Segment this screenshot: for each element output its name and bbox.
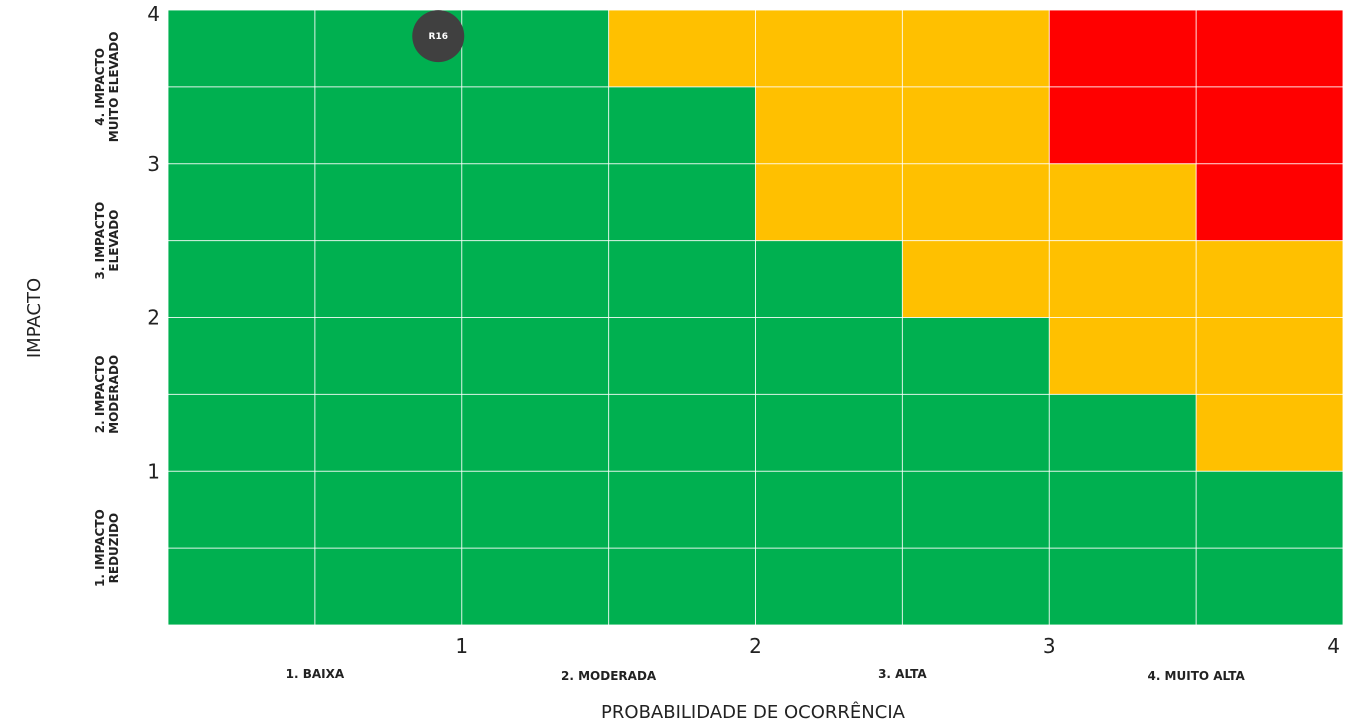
heatmap-cells — [168, 10, 1343, 625]
y-category-label-line: 1. IMPACTO — [93, 509, 107, 587]
heatmap-cell — [1196, 86, 1343, 164]
heatmap-cell — [314, 471, 462, 549]
y-category-label-line: 3. IMPACTO — [93, 202, 107, 280]
heatmap-cell — [1049, 10, 1197, 87]
heatmap-cell — [314, 317, 462, 395]
x-tick-label: 3 — [1043, 634, 1056, 658]
heatmap-cell — [902, 394, 1050, 472]
heatmap-cell — [314, 86, 462, 164]
y-category-label: 3. IMPACTO ELEVADO — [93, 202, 121, 280]
x-category-label: 1. BAIXA — [286, 667, 345, 681]
heatmap-cell — [1049, 394, 1197, 472]
heatmap-cell — [902, 10, 1050, 87]
heatmap-cell — [1196, 240, 1343, 318]
heatmap-cell — [608, 240, 756, 318]
heatmap-cell — [1049, 86, 1197, 164]
heatmap-cell — [461, 86, 609, 164]
risk-points: R16 — [412, 10, 465, 63]
y-category-label-line: 2. IMPACTO — [93, 356, 107, 434]
x-category-label: 2. MODERADA — [561, 669, 657, 683]
x-category-label: 3. ALTA — [878, 667, 927, 681]
heatmap-cell — [755, 240, 903, 318]
heatmap-cell — [608, 317, 756, 395]
heatmap-cell — [1049, 317, 1197, 395]
heatmap-cell — [1196, 10, 1343, 87]
heatmap-cell — [902, 548, 1050, 625]
heatmap-cell — [1196, 163, 1343, 241]
y-tick-label: 4 — [147, 2, 160, 26]
y-category-label-line: MUITO ELEVADO — [107, 32, 121, 143]
y-tick-label: 1 — [147, 459, 160, 483]
heatmap-cell — [608, 394, 756, 472]
heatmap-cell — [461, 163, 609, 241]
y-category-label-line: MODERADO — [107, 355, 121, 434]
heatmap-cell — [608, 471, 756, 549]
heatmap-cell — [314, 394, 462, 472]
heatmap-cell — [1196, 471, 1343, 549]
heatmap-cell — [168, 471, 315, 549]
x-tick-label: 2 — [749, 634, 762, 658]
heatmap-cell — [314, 240, 462, 318]
heatmap-cell — [755, 394, 903, 472]
risk-point-label: R16 — [429, 32, 448, 42]
x-tick-label: 4 — [1327, 634, 1340, 658]
heatmap-cell — [1196, 548, 1343, 625]
heatmap-cell — [1049, 548, 1197, 625]
y-category-label-line: ELEVADO — [107, 210, 121, 272]
heatmap-cell — [755, 10, 903, 87]
risk-point-marker — [412, 10, 465, 63]
x-category-label: 4. MUITO ALTA — [1147, 669, 1245, 683]
heatmap-cell — [608, 163, 756, 241]
heatmap-cell — [168, 163, 315, 241]
heatmap-cell — [1049, 471, 1197, 549]
heatmap-cell — [755, 471, 903, 549]
heatmap-cell — [608, 10, 756, 87]
heatmap-cell — [1196, 394, 1343, 472]
heatmap-cell — [314, 163, 462, 241]
y-category-label: 1. IMPACTO REDUZIDO — [93, 509, 121, 587]
x-category-labels: 1. BAIXA 2. MODERADA 3. ALTA 4. MUITO ALTA — [286, 667, 1246, 683]
heatmap-cell — [1049, 240, 1197, 318]
heatmap-cell — [608, 548, 756, 625]
heatmap-cell — [755, 163, 903, 241]
y-tick-label: 3 — [147, 152, 160, 176]
heatmap-cell — [461, 317, 609, 395]
heatmap-cell — [902, 163, 1050, 241]
heatmap-cell — [755, 548, 903, 625]
x-tick-label: 1 — [455, 634, 468, 658]
heatmap-cell — [168, 317, 315, 395]
heatmap-cell — [461, 394, 609, 472]
heatmap-cell — [755, 86, 903, 164]
x-tick-labels: 1 2 3 4 — [455, 634, 1340, 658]
heatmap-cell — [1196, 317, 1343, 395]
heatmap-cell — [461, 548, 609, 625]
heatmap-cell — [168, 240, 315, 318]
y-category-label-line: 4. IMPACTO — [93, 48, 107, 126]
heatmap-cell — [168, 10, 315, 87]
y-tick-labels: 1 2 3 4 — [147, 2, 160, 483]
y-category-label-line: REDUZIDO — [107, 513, 121, 583]
heatmap-cell — [461, 240, 609, 318]
heatmap-cell — [902, 240, 1050, 318]
heatmap-cell — [168, 548, 315, 625]
y-tick-label: 2 — [147, 306, 160, 330]
y-axis-title: IMPACTO — [24, 278, 45, 358]
heatmap-cell — [1049, 163, 1197, 241]
heatmap-cell — [902, 317, 1050, 395]
heatmap-cell — [902, 471, 1050, 549]
heatmap-cell — [608, 86, 756, 164]
y-category-label: 2. IMPACTO MODERADO — [93, 355, 121, 434]
heatmap-cell — [314, 548, 462, 625]
heatmap-cell — [902, 86, 1050, 164]
heatmap-cell — [168, 86, 315, 164]
y-category-label: 4. IMPACTO MUITO ELEVADO — [93, 32, 121, 143]
heatmap-cell — [461, 471, 609, 549]
grid-lines — [167, 9, 1344, 626]
heatmap-cell — [755, 317, 903, 395]
x-axis-title: PROBABILIDADE DE OCORRÊNCIA — [601, 701, 906, 722]
y-category-labels: 1. IMPACTO REDUZIDO 2. IMPACTO MODERADO 3. I… — [93, 32, 121, 587]
heatmap-cell — [461, 10, 609, 87]
heatmap-cell — [168, 394, 315, 472]
